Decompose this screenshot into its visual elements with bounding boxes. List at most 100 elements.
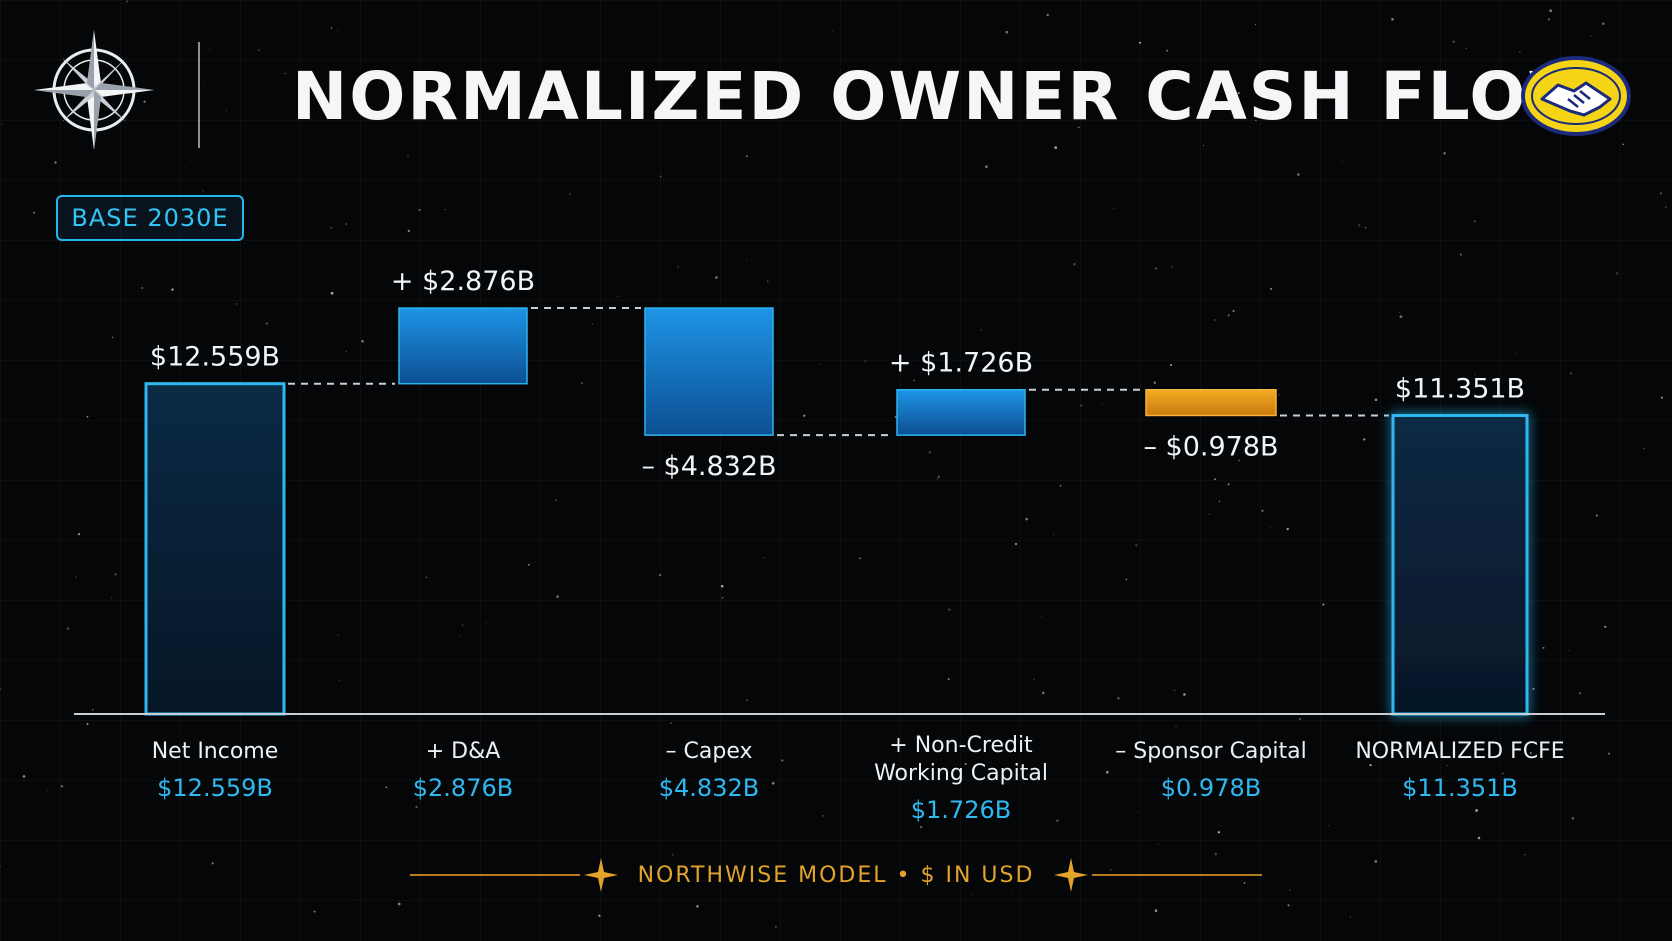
star (1011, 889, 1013, 891)
star (1519, 50, 1521, 53)
star (1615, 272, 1619, 275)
star (141, 287, 144, 289)
star (771, 781, 775, 785)
star (225, 109, 228, 111)
star (1227, 483, 1230, 486)
star (803, 414, 806, 417)
bar-sponsor-capital (1145, 388, 1277, 417)
star (745, 258, 747, 260)
category-label: Working Capital (874, 761, 1048, 786)
star (75, 576, 77, 578)
footer-line-left (409, 874, 580, 876)
bar-net-income (144, 382, 286, 716)
category-value: $4.832B (659, 774, 759, 802)
star (1261, 509, 1264, 512)
star (1110, 868, 1112, 871)
star (66, 627, 70, 630)
star (690, 85, 692, 87)
category-label: + Non-Credit (889, 733, 1033, 758)
category-label: Net Income (152, 739, 279, 764)
star (569, 193, 571, 196)
star (1568, 650, 1570, 651)
compass-rose-icon (34, 30, 154, 150)
star (1604, 625, 1607, 628)
star (671, 853, 674, 856)
star (14, 202, 16, 204)
star (1278, 394, 1280, 396)
star (555, 499, 558, 502)
star (1465, 47, 1467, 49)
star (1138, 41, 1141, 44)
star (345, 222, 348, 226)
star (1080, 404, 1083, 407)
sparkle-icon (583, 858, 618, 892)
star (1299, 718, 1301, 720)
star (338, 679, 340, 681)
star (937, 475, 941, 478)
star (767, 280, 769, 282)
star (1046, 13, 1049, 17)
star (826, 114, 828, 116)
star (1659, 192, 1662, 195)
star (1153, 381, 1156, 384)
star (199, 207, 201, 210)
star (1608, 752, 1611, 755)
category-value: $11.351B (1402, 774, 1518, 802)
star (92, 709, 94, 711)
star (720, 584, 724, 588)
star (1025, 517, 1028, 521)
star (1399, 315, 1403, 318)
star (1571, 817, 1575, 820)
star (1622, 143, 1625, 146)
star (527, 563, 530, 566)
star (1238, 459, 1241, 462)
star (1369, 763, 1372, 767)
star (1175, 725, 1177, 727)
star (1217, 831, 1221, 834)
star (677, 266, 679, 268)
star (597, 73, 599, 76)
star (1227, 314, 1230, 317)
star (462, 624, 464, 626)
star (652, 183, 653, 185)
star (1154, 267, 1157, 270)
data-label-sponsor-capital: – $0.978B (1143, 431, 1278, 462)
star (1542, 646, 1545, 649)
category-label: + D&A (426, 739, 501, 764)
star (696, 905, 699, 908)
star (715, 276, 718, 279)
star (1364, 226, 1367, 229)
star (819, 363, 821, 365)
star (361, 340, 364, 343)
star (591, 323, 593, 325)
star (309, 498, 311, 500)
category-label: NORMALIZED FCFE (1355, 739, 1564, 764)
star (60, 784, 64, 788)
data-label-d-a: + $2.876B (391, 266, 535, 297)
data-labels: $12.559B + $2.876B – $4.832B + $1.726B – $0.… (150, 266, 1525, 482)
star (385, 786, 388, 788)
star (33, 211, 35, 214)
star (1590, 35, 1592, 37)
star (258, 49, 260, 51)
star (919, 825, 923, 829)
star (850, 114, 852, 116)
data-label-capex: – $4.832B (641, 451, 776, 482)
star (1579, 692, 1581, 695)
star (858, 557, 861, 560)
star (1130, 188, 1131, 190)
star (980, 329, 982, 331)
star (1514, 351, 1517, 353)
star (1210, 844, 1211, 846)
star (1374, 860, 1378, 863)
star (345, 350, 347, 352)
star (1477, 836, 1481, 840)
star (1170, 364, 1172, 367)
star (1459, 253, 1462, 256)
star (1173, 689, 1176, 692)
star (530, 272, 532, 274)
scenario-badge: BASE 2030E (56, 195, 244, 241)
star (1254, 23, 1257, 26)
star (1171, 266, 1173, 268)
star (86, 722, 89, 726)
